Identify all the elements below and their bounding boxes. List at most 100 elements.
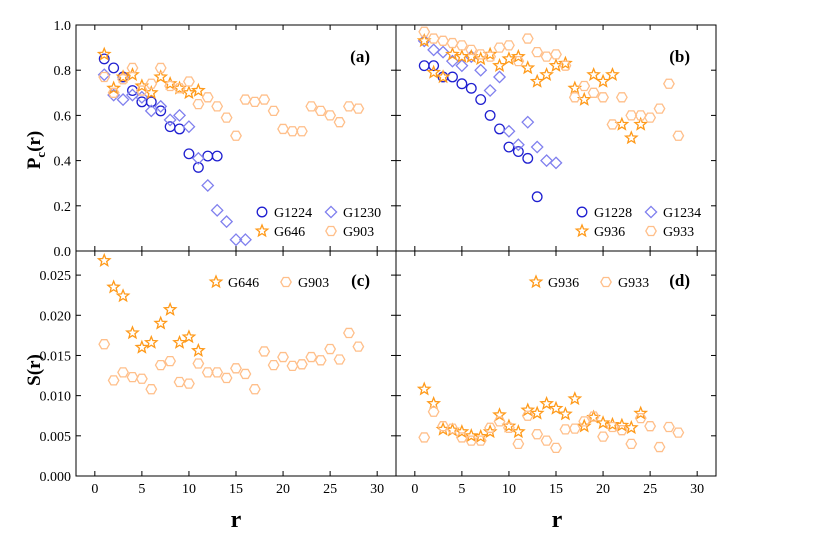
point-g903 bbox=[305, 101, 318, 112]
point-g903 bbox=[211, 367, 224, 378]
point-g1228 bbox=[418, 60, 430, 72]
point-g1234 bbox=[502, 124, 516, 138]
point-g1234 bbox=[474, 63, 488, 77]
point-g1234 bbox=[511, 138, 525, 152]
point-g933 bbox=[512, 56, 525, 67]
legend-label-g1228: G1228 bbox=[594, 206, 632, 221]
x-tick-label: 15 bbox=[229, 482, 243, 497]
point-g936 bbox=[633, 405, 649, 420]
legend-label-g936: G936 bbox=[594, 225, 625, 240]
point-g936 bbox=[614, 417, 630, 432]
point-g1234 bbox=[436, 45, 450, 59]
point-g936 bbox=[558, 55, 573, 70]
point-g936 bbox=[426, 395, 442, 410]
legend-label-g933: G933 bbox=[618, 276, 649, 291]
point-g1224 bbox=[164, 121, 176, 133]
point-g933 bbox=[615, 92, 628, 103]
legend-marker-g1234 bbox=[644, 205, 658, 219]
x-tick-label: 5 bbox=[138, 482, 145, 497]
point-g1234 bbox=[530, 140, 544, 154]
legend-marker-g646 bbox=[254, 223, 270, 238]
point-g646 bbox=[96, 252, 112, 267]
point-g903 bbox=[305, 351, 318, 363]
point-g646 bbox=[125, 66, 140, 82]
point-g1230 bbox=[173, 108, 187, 122]
legend-marker-g936 bbox=[574, 223, 590, 238]
point-g903 bbox=[98, 339, 111, 350]
point-g1234 bbox=[455, 59, 469, 73]
point-g933 bbox=[540, 435, 553, 446]
point-g1228 bbox=[465, 82, 477, 94]
point-g1234 bbox=[540, 154, 554, 168]
panel-b: (b) G1228 G1234 G936 G933 bbox=[395, 24, 717, 252]
point-g933 bbox=[662, 421, 675, 433]
legend-label-g646: G646 bbox=[228, 276, 259, 291]
legend-marker-g936 bbox=[528, 274, 544, 289]
point-g903 bbox=[286, 126, 299, 137]
y-tick-label: 0.2 bbox=[54, 200, 72, 215]
point-g903 bbox=[182, 76, 195, 87]
point-g646 bbox=[115, 288, 131, 303]
point-g936 bbox=[463, 428, 479, 443]
point-g903 bbox=[145, 384, 158, 395]
point-g936 bbox=[501, 418, 517, 433]
point-g936 bbox=[445, 46, 460, 61]
point-g936 bbox=[633, 116, 649, 131]
point-g936 bbox=[539, 395, 554, 410]
y-tick-label: 0.015 bbox=[40, 349, 72, 364]
point-g933 bbox=[493, 416, 506, 427]
point-g1228 bbox=[428, 60, 440, 72]
point-g903 bbox=[154, 359, 167, 371]
point-g1234 bbox=[549, 156, 563, 170]
point-g933 bbox=[568, 423, 581, 434]
legend: G1224 G1230 G646 G903 bbox=[254, 205, 381, 240]
point-g903 bbox=[107, 375, 120, 386]
point-g1228 bbox=[522, 152, 534, 164]
point-g936 bbox=[492, 407, 507, 422]
point-g933 bbox=[606, 421, 619, 433]
point-g1224 bbox=[174, 123, 185, 135]
point-g646 bbox=[153, 315, 169, 330]
y-tick-label: 0.0 bbox=[54, 245, 72, 260]
x-tick-label: 25 bbox=[323, 482, 337, 497]
point-g903 bbox=[352, 103, 365, 114]
point-g1230 bbox=[220, 215, 234, 229]
point-g903 bbox=[258, 346, 271, 357]
x-tick-label: 0 bbox=[411, 482, 418, 497]
point-g903 bbox=[117, 367, 130, 378]
point-g936 bbox=[623, 130, 639, 145]
point-g933 bbox=[644, 421, 657, 432]
point-g646 bbox=[162, 75, 178, 91]
point-g1230 bbox=[135, 90, 149, 104]
point-g936 bbox=[614, 116, 630, 131]
y-tick-label: 0.000 bbox=[40, 470, 72, 485]
point-g936 bbox=[416, 381, 432, 396]
point-g933 bbox=[474, 49, 487, 60]
point-g933 bbox=[437, 35, 450, 46]
point-g903 bbox=[248, 384, 261, 395]
point-g903 bbox=[352, 341, 365, 352]
point-g1230 bbox=[163, 113, 177, 127]
point-g933 bbox=[606, 119, 619, 130]
point-g1230 bbox=[125, 88, 139, 102]
point-g933 bbox=[672, 130, 685, 141]
point-g1224 bbox=[183, 148, 195, 160]
y-tick-label: 0.010 bbox=[40, 390, 72, 405]
point-g903 bbox=[192, 358, 205, 369]
point-g903 bbox=[267, 359, 280, 371]
point-g933 bbox=[531, 46, 544, 58]
point-g903 bbox=[164, 355, 177, 367]
point-g1224 bbox=[155, 105, 167, 117]
point-g936 bbox=[473, 428, 489, 443]
point-g933 bbox=[502, 422, 515, 433]
point-g646 bbox=[106, 80, 122, 95]
point-g1224 bbox=[211, 150, 223, 162]
legend: G936 G933 bbox=[528, 274, 649, 291]
point-g1230 bbox=[144, 104, 158, 118]
point-g936 bbox=[567, 391, 583, 406]
x-tick-label: 20 bbox=[276, 482, 290, 497]
point-g936 bbox=[492, 57, 507, 72]
chart-panels: 0.0 0.2 0.4 0.6 0.8 1.0 (a) G1224 G1230 G646 G903 (… bbox=[40, 19, 717, 497]
panel-label: (c) bbox=[351, 271, 370, 290]
